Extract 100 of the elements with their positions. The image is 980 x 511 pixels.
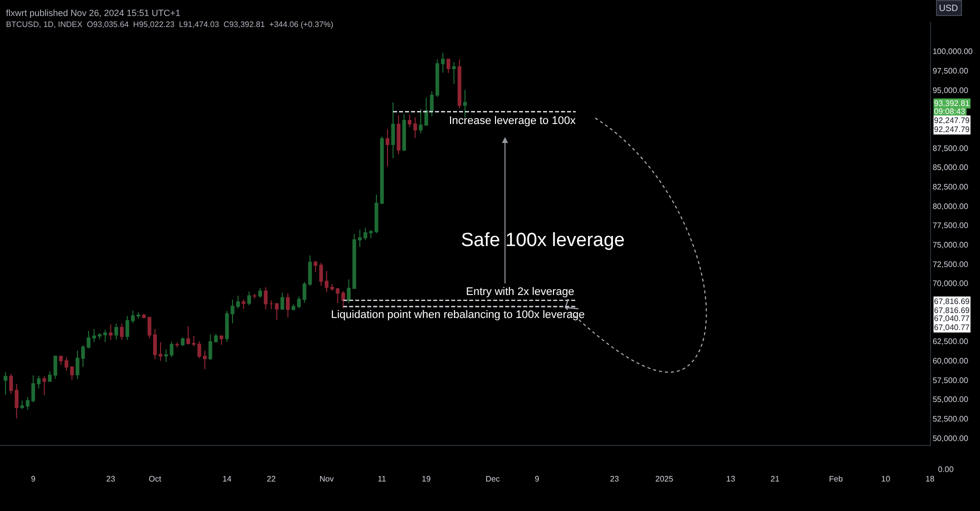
y-tick-label: 95,000.00	[932, 86, 969, 95]
y-tick-label: 55,000.00	[932, 395, 969, 404]
y-tick-label: 62,500.00	[932, 337, 969, 346]
candlestick	[114, 323, 118, 340]
x-tick-label: 19	[422, 474, 432, 484]
x-tick-label: Nov	[319, 474, 334, 484]
chart-subtitle: BTCUSD, 1D, INDEX O93,035.64 H95,022.23 L91,474.03 C93,392.81 +344.06 (+0.37%)	[6, 20, 334, 29]
candlestick	[108, 324, 113, 340]
candlestick	[386, 128, 390, 168]
candlestick	[346, 279, 351, 304]
candlestick	[364, 227, 368, 241]
candlestick	[180, 337, 185, 347]
candlestick	[441, 52, 445, 74]
x-tick-label: 13	[726, 474, 736, 484]
y-tick-label: 60,000.00	[932, 356, 969, 366]
candlestick	[358, 229, 362, 248]
candlestick	[20, 400, 24, 410]
candlestick	[164, 349, 168, 362]
y-tick-label: 85,000.00	[932, 163, 969, 172]
text: 92,247.79	[934, 116, 970, 125]
y-tick-label: 72,500.00	[932, 260, 969, 269]
text: 67,816.69	[934, 297, 970, 306]
y-tick-label: 52,500.00	[932, 414, 969, 424]
x-tick-label: 23	[106, 474, 116, 484]
candlestick	[336, 288, 340, 304]
candlestick	[214, 334, 218, 342]
candlestick	[48, 371, 52, 382]
candlestick	[103, 329, 108, 343]
candlestick	[14, 383, 18, 419]
candlestick	[54, 355, 58, 380]
candlestick	[258, 288, 262, 298]
candlestick	[192, 335, 196, 347]
candlestick	[408, 114, 412, 128]
candlestick	[42, 376, 46, 396]
candlestick	[208, 334, 212, 360]
candlestick	[418, 108, 423, 134]
y-tick-label: 80,000.00	[932, 202, 969, 211]
annotation: Liquidation point when rebalancing to 100x leverage	[331, 309, 585, 321]
y-tick-label: 77,500.00	[932, 221, 969, 230]
annotation: Entry with 2x leverage	[466, 286, 574, 298]
x-tick-label: 14	[222, 474, 232, 484]
candlestick	[36, 375, 41, 390]
candlestick	[220, 336, 224, 346]
candlestick	[98, 332, 102, 340]
candlestick	[202, 350, 207, 370]
candlestick	[286, 292, 290, 318]
candlestick	[413, 117, 418, 138]
candlestick	[170, 341, 174, 358]
candlestick	[430, 90, 434, 117]
x-tick-label: Oct	[148, 474, 162, 484]
x-tick-label: 22	[266, 474, 276, 484]
x-tick-label: 23	[610, 474, 620, 484]
text: 67,040.77	[934, 314, 970, 323]
candlestick	[247, 291, 251, 306]
y-tick-label: 100,000.00	[932, 47, 974, 56]
candlestick	[452, 62, 456, 84]
y-tick-label: 97,500.00	[932, 66, 969, 76]
candlestick	[4, 372, 8, 396]
candlestick	[31, 374, 36, 403]
candlestick	[269, 300, 274, 310]
text: 67,040.77	[934, 323, 970, 332]
text: USD	[939, 3, 958, 13]
candlestick	[424, 97, 428, 126]
candlestick	[463, 89, 467, 118]
text: 67,816.69	[934, 306, 970, 315]
x-tick-label: Feb	[828, 474, 844, 484]
candlestick	[242, 299, 246, 310]
y-tick-label: 82,500.00	[932, 182, 969, 192]
y-tick-label: 57,500.00	[932, 376, 969, 385]
x-tick-label: 2025	[655, 474, 674, 484]
x-tick-label: Dec	[486, 474, 500, 484]
candlestick	[197, 340, 202, 359]
candlestick	[341, 290, 346, 309]
y-tick-label: 50,000.00	[932, 434, 969, 443]
candlestick	[274, 302, 279, 321]
candlestick	[391, 102, 395, 159]
annotation: Safe 100x leverage	[461, 230, 625, 251]
candlestick	[252, 293, 256, 299]
candlestick	[280, 292, 284, 311]
candlestick	[435, 59, 440, 98]
x-tick-label: 9	[534, 474, 540, 484]
candlestick	[9, 373, 13, 394]
text: 92,247.79	[934, 125, 970, 134]
y-tick-label: 70,000.00	[932, 279, 969, 288]
text: 93,392.81	[934, 99, 970, 108]
candlestick	[125, 315, 130, 340]
y-tick-label: 75,000.00	[932, 240, 969, 250]
x-tick-label: 11	[378, 474, 387, 484]
candlestick	[120, 323, 124, 340]
candlestick	[136, 312, 140, 320]
x-tick-label: 10	[881, 474, 891, 484]
annotation: Increase leverage to 100x	[449, 115, 576, 127]
text: 0.00	[938, 465, 954, 474]
candlestick	[352, 233, 356, 289]
x-tick-label: 9	[30, 474, 36, 484]
candlestick	[131, 310, 135, 324]
candlestick	[92, 328, 96, 343]
candlestick	[396, 114, 400, 155]
candlestick	[324, 270, 328, 293]
candlestick	[446, 58, 450, 74]
